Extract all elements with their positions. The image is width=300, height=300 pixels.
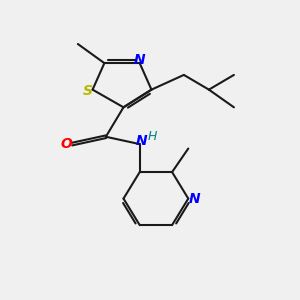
Text: S: S — [82, 84, 92, 98]
Text: N: N — [189, 192, 201, 206]
Text: N: N — [135, 134, 147, 148]
Text: O: O — [61, 137, 73, 151]
Text: N: N — [134, 52, 146, 67]
Text: H: H — [147, 130, 157, 143]
